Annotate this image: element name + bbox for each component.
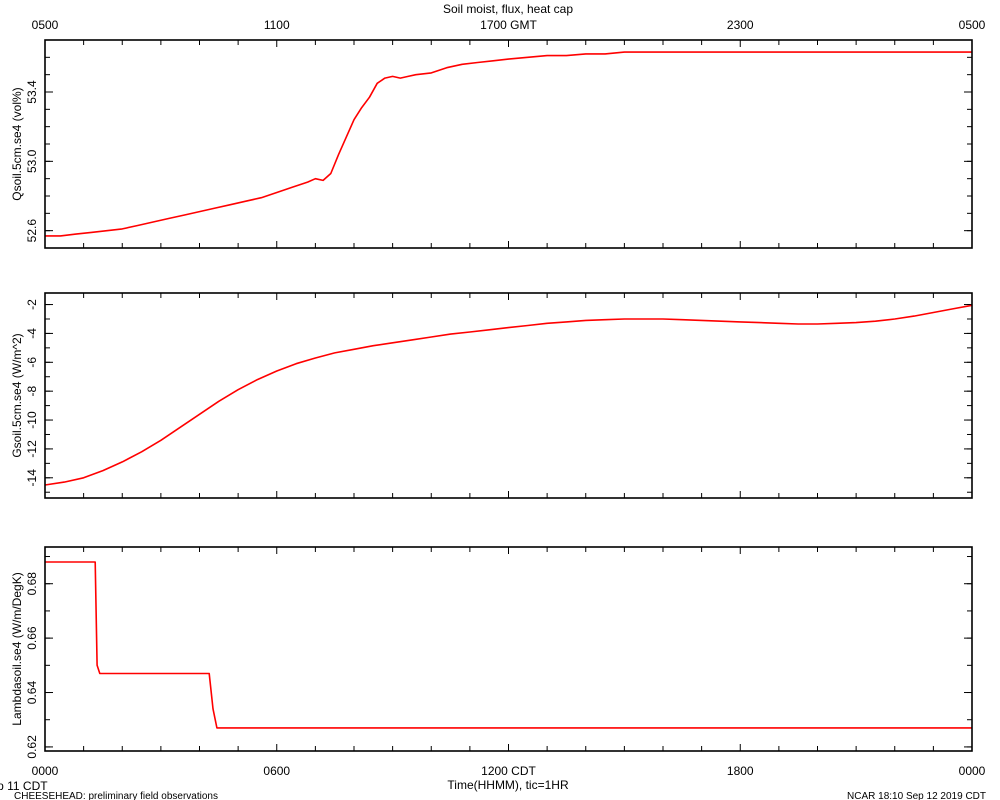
x-axis-title: Time(HHMM), tic=1HR [447, 778, 569, 792]
top-tick-labels: 0500 1100 1700 GMT 2300 0500 [32, 18, 986, 32]
panel-frame [44, 546, 973, 752]
y-tick-label: 53.4 [25, 80, 39, 104]
bottom-tick-label: 0600 [263, 764, 290, 778]
y-tick-label: -4 [25, 328, 39, 339]
bottom-tick-labels: 0000 0600 1200 CDT 1800 0000 [32, 764, 986, 778]
top-tick-label: 0500 [959, 18, 986, 32]
y-axis-title: Gsoil.5cm.se4 (W/m^2) [10, 333, 24, 457]
y-tick-label: 53.0 [25, 149, 39, 173]
series-line [45, 51, 972, 237]
y-tick-label: 0.66 [25, 626, 39, 650]
y-tick-label: -10 [25, 411, 39, 429]
footer-left: CHEESEHEAD: preliminary field observatio… [14, 791, 218, 800]
y-tick-label: -2 [25, 299, 39, 310]
bottom-tick-label: 1800 [727, 764, 754, 778]
y-tick-label: -8 [25, 386, 39, 397]
start-date-label: 2019 Sep 11 CDT [0, 779, 48, 793]
top-tick-label: 1700 GMT [480, 18, 537, 32]
y-tick-label: 0.64 [25, 681, 39, 705]
top-tick-label: 0500 [32, 18, 59, 32]
y-tick-label: 52.6 [25, 219, 39, 243]
footer-right: NCAR 18:10 Sep 12 2019 CDT [847, 791, 986, 800]
y-tick-label: -6 [25, 357, 39, 368]
series-line [45, 561, 972, 729]
bottom-tick-label: 1200 CDT [481, 764, 536, 778]
y-tick-label: -12 [25, 440, 39, 458]
y-tick-label: 0.62 [25, 735, 39, 759]
y-tick-label: 0.68 [25, 572, 39, 596]
series-line [44, 304, 973, 486]
top-tick-label: 1100 [264, 18, 290, 32]
y-tick-label: -14 [25, 469, 39, 487]
top-tick-label: 2300 [727, 18, 754, 32]
panel-frame [44, 39, 973, 249]
chart-title: Soil moist, flux, heat cap [443, 2, 573, 16]
y-axis-title: Qsoil.5cm.se4 (vol%) [10, 87, 24, 200]
bottom-tick-label: 0000 [959, 764, 986, 778]
bottom-tick-label: 0000 [32, 764, 59, 778]
y-axis-title: Lambdasoil.se4 (W/m/DegK) [10, 572, 24, 725]
panel-frame [44, 292, 973, 499]
